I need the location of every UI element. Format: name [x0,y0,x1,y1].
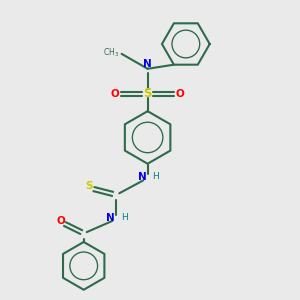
Text: O: O [111,89,119,99]
Text: CH$_3$: CH$_3$ [103,46,119,59]
Text: H: H [153,172,159,181]
Text: O: O [176,89,184,99]
Text: N: N [138,172,147,182]
Text: O: O [56,216,65,226]
Text: S: S [143,87,152,101]
Text: N: N [143,59,152,69]
Text: N: N [106,213,115,223]
Text: H: H [121,213,128,222]
Text: S: S [85,181,92,191]
